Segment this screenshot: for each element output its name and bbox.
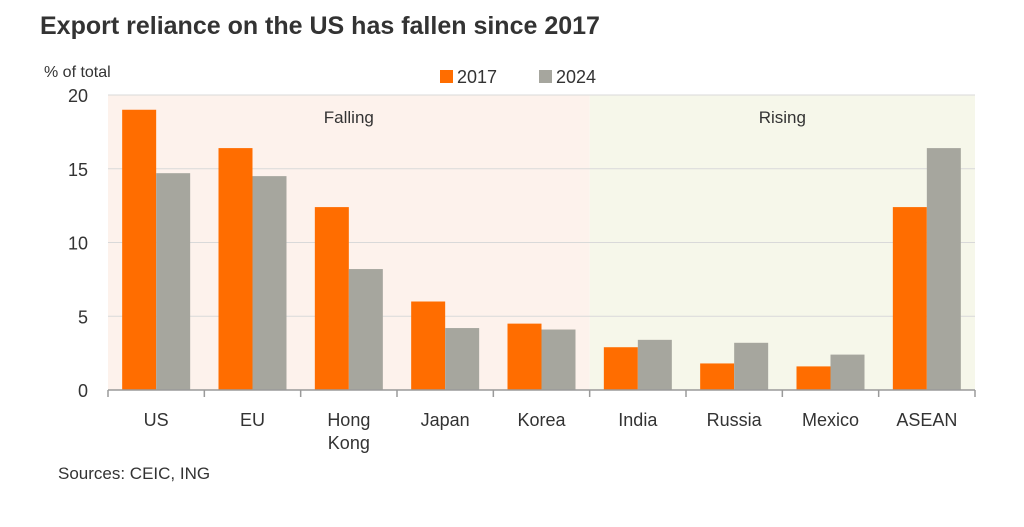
bar-2024-5	[637, 339, 672, 390]
legend-label-2024: 2024	[556, 67, 596, 87]
region-label-rising: Rising	[759, 108, 806, 127]
bar-2017-2	[314, 207, 349, 390]
y-tick-label: 5	[78, 307, 88, 327]
y-tick-label: 0	[78, 381, 88, 401]
x-tick-label: ASEAN	[896, 410, 957, 430]
bar-2024-4	[541, 329, 576, 390]
bar-2017-0	[122, 109, 157, 390]
axes: 0 5 10 15 20 % of total US EU Hong Kong Japan Korea…	[44, 64, 976, 453]
legend-swatch-2024	[539, 70, 552, 83]
bars	[122, 109, 961, 390]
x-tick-label: Russia	[707, 410, 763, 430]
bar-2024-3	[445, 328, 480, 390]
legend: 2017 2024	[440, 67, 596, 87]
bar-2017-1	[218, 148, 253, 390]
y-tick-label: 15	[68, 160, 88, 180]
x-tick-label: India	[618, 410, 658, 430]
x-tick-label: Hong Kong	[327, 410, 370, 453]
y-axis-label: % of total	[44, 64, 111, 81]
bar-2017-6	[700, 363, 735, 390]
legend-swatch-2017	[440, 70, 453, 83]
bar-2017-7	[796, 366, 831, 390]
bar-2024-8	[926, 148, 961, 390]
bar-2024-1	[252, 176, 287, 390]
legend-label-2017: 2017	[457, 67, 497, 87]
x-tick-label: Mexico	[802, 410, 859, 430]
source-note: Sources: CEIC, ING	[58, 464, 211, 483]
bar-2017-3	[411, 301, 446, 390]
bar-2024-0	[156, 173, 191, 390]
chart-title: Export reliance on the US has fallen sin…	[40, 12, 600, 40]
bar-2024-7	[830, 354, 865, 390]
x-tick-label: US	[144, 410, 169, 430]
x-tick-label: Japan	[421, 410, 470, 430]
bar-2024-6	[734, 342, 769, 390]
bar-2017-5	[603, 347, 638, 390]
x-tick-label: Korea	[517, 410, 566, 430]
y-tick-label: 20	[68, 86, 88, 106]
x-tick-label: EU	[240, 410, 265, 430]
bar-2017-4	[507, 323, 542, 390]
bar-2024-2	[348, 269, 383, 390]
y-tick-label: 10	[68, 234, 88, 254]
bar-2017-8	[892, 207, 927, 390]
region-label-falling: Falling	[324, 108, 374, 127]
